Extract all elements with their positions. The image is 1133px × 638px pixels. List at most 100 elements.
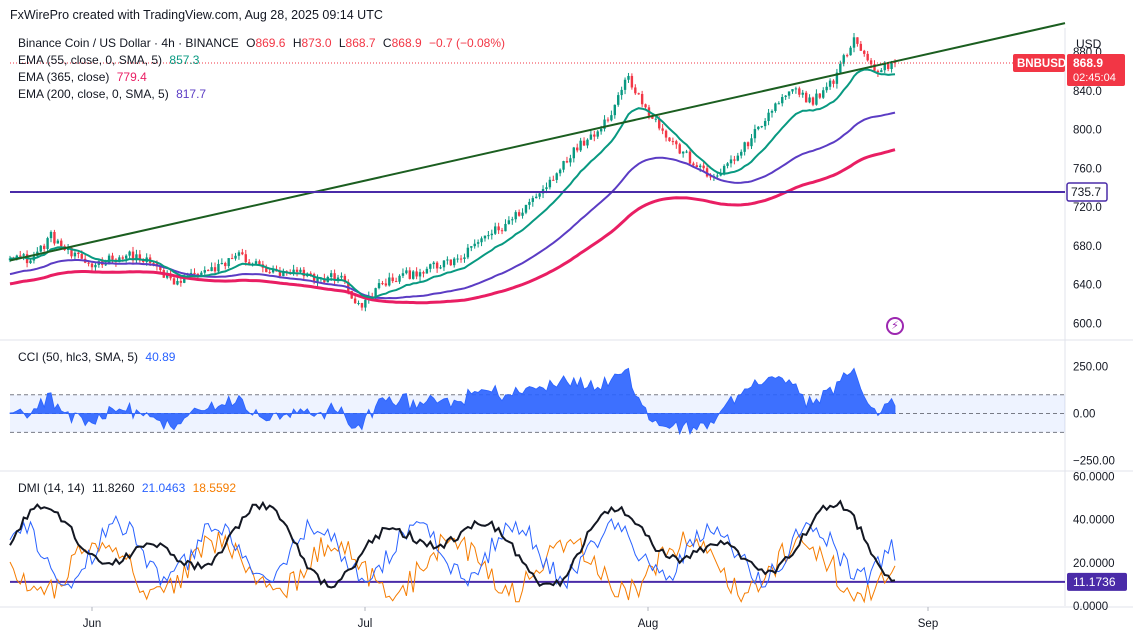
candle-body	[364, 299, 367, 308]
currency-label[interactable]: USD	[1076, 37, 1102, 51]
price-pane[interactable]	[8, 22, 1066, 312]
candle-body	[432, 262, 435, 265]
support-tag	[1066, 182, 1108, 202]
candle-body	[873, 64, 876, 71]
candle-body	[357, 303, 360, 305]
ema55-line	[9, 68, 896, 299]
candle-body	[801, 92, 804, 95]
candle-body	[784, 95, 787, 98]
candle-body	[832, 80, 835, 84]
candle-body	[49, 231, 53, 239]
candle-body	[654, 118, 658, 120]
last-price-tag	[1067, 53, 1125, 86]
dmi-level-tag	[1067, 572, 1127, 591]
time-tick-label: Aug	[638, 618, 658, 630]
candle-body	[381, 283, 384, 285]
candle-body	[555, 173, 558, 180]
candle-body	[200, 272, 203, 276]
low-label: L	[338, 36, 346, 50]
candle-body	[746, 142, 750, 147]
candle-body	[565, 161, 569, 163]
candle-body	[73, 252, 77, 257]
candle-body	[408, 270, 411, 279]
candle-body	[757, 126, 760, 130]
candle-body	[668, 137, 671, 142]
candle-body	[593, 134, 596, 137]
close-label: C	[382, 36, 392, 50]
candle-body	[661, 128, 664, 131]
high-label: H	[292, 36, 302, 50]
candle-body	[637, 93, 640, 95]
candle-body	[627, 75, 630, 80]
candle-body	[394, 281, 398, 283]
candle-body	[849, 47, 852, 56]
candle-body	[446, 259, 449, 261]
dmi-pane[interactable]	[9, 499, 1065, 604]
candle-body	[599, 128, 603, 132]
candle-body	[456, 258, 459, 260]
candle-body	[883, 64, 886, 71]
candle-body	[271, 269, 275, 273]
candle-body	[640, 93, 644, 105]
candle-body	[709, 176, 712, 178]
candle-body	[22, 254, 25, 256]
candle-body	[569, 158, 572, 163]
dmi-level-tag-text: 11.1736	[1073, 575, 1116, 589]
candle-body	[230, 258, 234, 260]
cci-label: CCI (50, hlc3, SMA, 5)	[18, 350, 139, 364]
candle-body	[743, 142, 746, 152]
dmi-tick-label: 20.0000	[1073, 558, 1115, 570]
candle-body	[623, 79, 627, 90]
candle-body	[856, 37, 859, 44]
candle-body	[206, 270, 210, 272]
dmi-label: DMI (14, 14)	[18, 481, 85, 495]
ema200-legend: EMA (200, close, 0, SMA, 5) 817.7	[18, 87, 210, 101]
candle-body	[678, 144, 681, 154]
minus-di-line	[9, 531, 896, 604]
candle-body	[217, 263, 220, 272]
symbol-tag	[1013, 53, 1065, 72]
candle-body	[524, 204, 528, 213]
price-tick-label: 760.0	[1073, 163, 1102, 175]
candle-body	[576, 147, 579, 151]
candle-body	[343, 275, 347, 282]
candle-body	[740, 151, 743, 156]
candle-body	[384, 283, 388, 286]
candle-body	[750, 138, 753, 147]
candle-body	[589, 134, 593, 140]
candle-body	[104, 264, 107, 266]
candle-body	[203, 270, 206, 273]
cci-pane[interactable]	[9, 367, 1065, 436]
candle-body	[56, 240, 60, 244]
candle-body	[685, 151, 688, 153]
candle-body	[483, 235, 487, 239]
candle-body	[449, 259, 452, 266]
candle-body	[681, 151, 685, 154]
candle-body	[463, 257, 466, 260]
candle-body	[42, 245, 46, 249]
candle-body	[268, 272, 271, 274]
symbol-label: Binance Coin / US Dollar · 4h · BINANCE	[18, 36, 239, 50]
dmi-tick-label: 0.0000	[1073, 601, 1108, 613]
candle-body	[528, 201, 531, 205]
candle-body	[265, 267, 268, 273]
high-value: 873.0	[301, 36, 332, 50]
candle-body	[234, 255, 237, 259]
candle-body	[128, 251, 131, 256]
candle-body	[869, 60, 873, 65]
candle-body	[808, 97, 811, 103]
candle-body	[511, 219, 514, 221]
candle-body	[312, 274, 316, 283]
candle-body	[172, 278, 176, 285]
candle-body	[736, 155, 740, 161]
candle-body	[613, 104, 617, 116]
candle-body	[138, 254, 142, 261]
ema55-legend: EMA (55, close, 0, SMA, 5) 857.3	[18, 53, 203, 67]
candle-body	[603, 119, 606, 129]
ema55-label: EMA (55, close, 0, SMA, 5)	[18, 53, 163, 67]
cci-legend: CCI (50, hlc3, SMA, 5) 40.89	[18, 350, 179, 364]
price-alert-icon[interactable]: ⚡	[886, 317, 904, 335]
candle-body	[535, 196, 538, 199]
candle-body	[418, 272, 422, 277]
